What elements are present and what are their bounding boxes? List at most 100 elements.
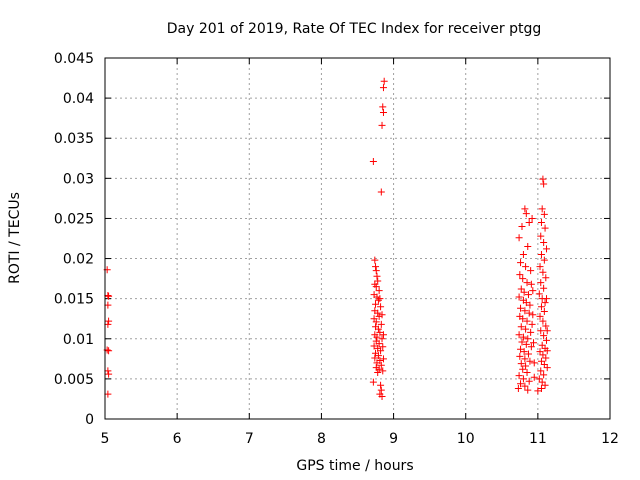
data-point <box>379 367 387 375</box>
data-point <box>378 311 386 319</box>
data-point <box>374 277 382 285</box>
data-point <box>543 336 551 344</box>
data-point <box>525 309 533 317</box>
data-point <box>377 386 385 394</box>
data-point <box>517 360 525 368</box>
data-point <box>535 290 543 298</box>
data-point <box>525 218 533 226</box>
data-point <box>540 284 548 292</box>
data-point <box>527 267 535 275</box>
data-point <box>380 77 388 85</box>
data-point <box>514 385 522 393</box>
data-point <box>526 357 534 365</box>
data-point <box>537 327 545 335</box>
data-point <box>536 263 544 271</box>
data-point <box>539 268 547 276</box>
data-point <box>518 222 526 230</box>
data-point <box>105 347 113 355</box>
data-point <box>537 303 545 311</box>
data-point <box>378 393 386 401</box>
data-point <box>370 342 378 350</box>
data-point <box>539 351 547 359</box>
data-point <box>542 354 550 362</box>
data-point <box>543 327 551 335</box>
data-point <box>522 362 530 370</box>
data-point <box>515 234 523 242</box>
data-point <box>536 312 544 320</box>
y-axis-label: ROTI / TECUs <box>7 192 23 284</box>
data-point <box>105 317 113 325</box>
data-point <box>515 372 523 380</box>
data-point <box>524 386 532 394</box>
data-point <box>541 381 549 389</box>
data-point <box>539 175 547 183</box>
data-point <box>371 354 379 362</box>
data-point <box>375 312 383 320</box>
data-point <box>104 291 112 299</box>
data-point <box>521 205 529 213</box>
data-point <box>372 364 380 372</box>
data-point <box>540 256 548 264</box>
data-point <box>529 287 537 295</box>
x-tick-label: 12 <box>601 431 619 447</box>
data-point <box>104 390 112 398</box>
y-tick-label: 0 <box>85 412 94 428</box>
data-point <box>372 283 380 291</box>
data-point <box>375 365 383 373</box>
data-point <box>517 323 525 331</box>
data-point <box>518 338 526 346</box>
data-point <box>379 343 387 351</box>
data-point <box>379 355 387 363</box>
y-tick-label: 0.02 <box>63 252 94 268</box>
data-point <box>378 121 386 129</box>
data-point <box>522 325 530 333</box>
data-point <box>516 352 524 360</box>
data-point <box>535 375 543 383</box>
data-point <box>540 180 548 188</box>
data-point <box>374 296 382 304</box>
data-point <box>519 251 527 259</box>
data-point <box>515 293 523 301</box>
data-point <box>375 287 383 295</box>
data-point <box>522 210 530 218</box>
data-point <box>373 293 381 301</box>
data-point <box>539 317 547 325</box>
data-point <box>521 355 529 363</box>
data-point <box>104 301 112 309</box>
data-point <box>369 157 377 165</box>
data-point <box>519 375 527 383</box>
plot-frame <box>104 57 611 420</box>
data-point <box>374 352 382 360</box>
data-point <box>371 256 379 264</box>
x-tick-label: 10 <box>457 431 475 447</box>
y-tick-label: 0.005 <box>54 372 94 388</box>
data-point <box>540 308 548 316</box>
data-point <box>379 109 387 117</box>
data-point <box>523 279 531 287</box>
data-point <box>524 291 532 299</box>
data-point <box>372 318 380 326</box>
data-point <box>521 307 529 315</box>
data-point <box>526 301 534 309</box>
data-point <box>527 280 535 288</box>
data-point <box>522 299 530 307</box>
data-point <box>534 387 542 395</box>
data-point <box>524 350 532 358</box>
data-point <box>537 385 545 393</box>
data-point <box>522 340 530 348</box>
data-point <box>104 367 112 375</box>
data-point <box>537 232 545 240</box>
data-point <box>543 364 551 372</box>
data-point <box>527 328 535 336</box>
data-point <box>528 320 536 328</box>
data-point <box>537 367 545 375</box>
y-tick-label: 0.01 <box>63 332 94 348</box>
data-point <box>377 303 385 311</box>
data-point <box>376 295 384 303</box>
data-point <box>537 218 545 226</box>
data-point <box>373 359 381 367</box>
data-point <box>522 263 530 271</box>
data-point <box>542 274 550 282</box>
data-point <box>529 311 537 319</box>
